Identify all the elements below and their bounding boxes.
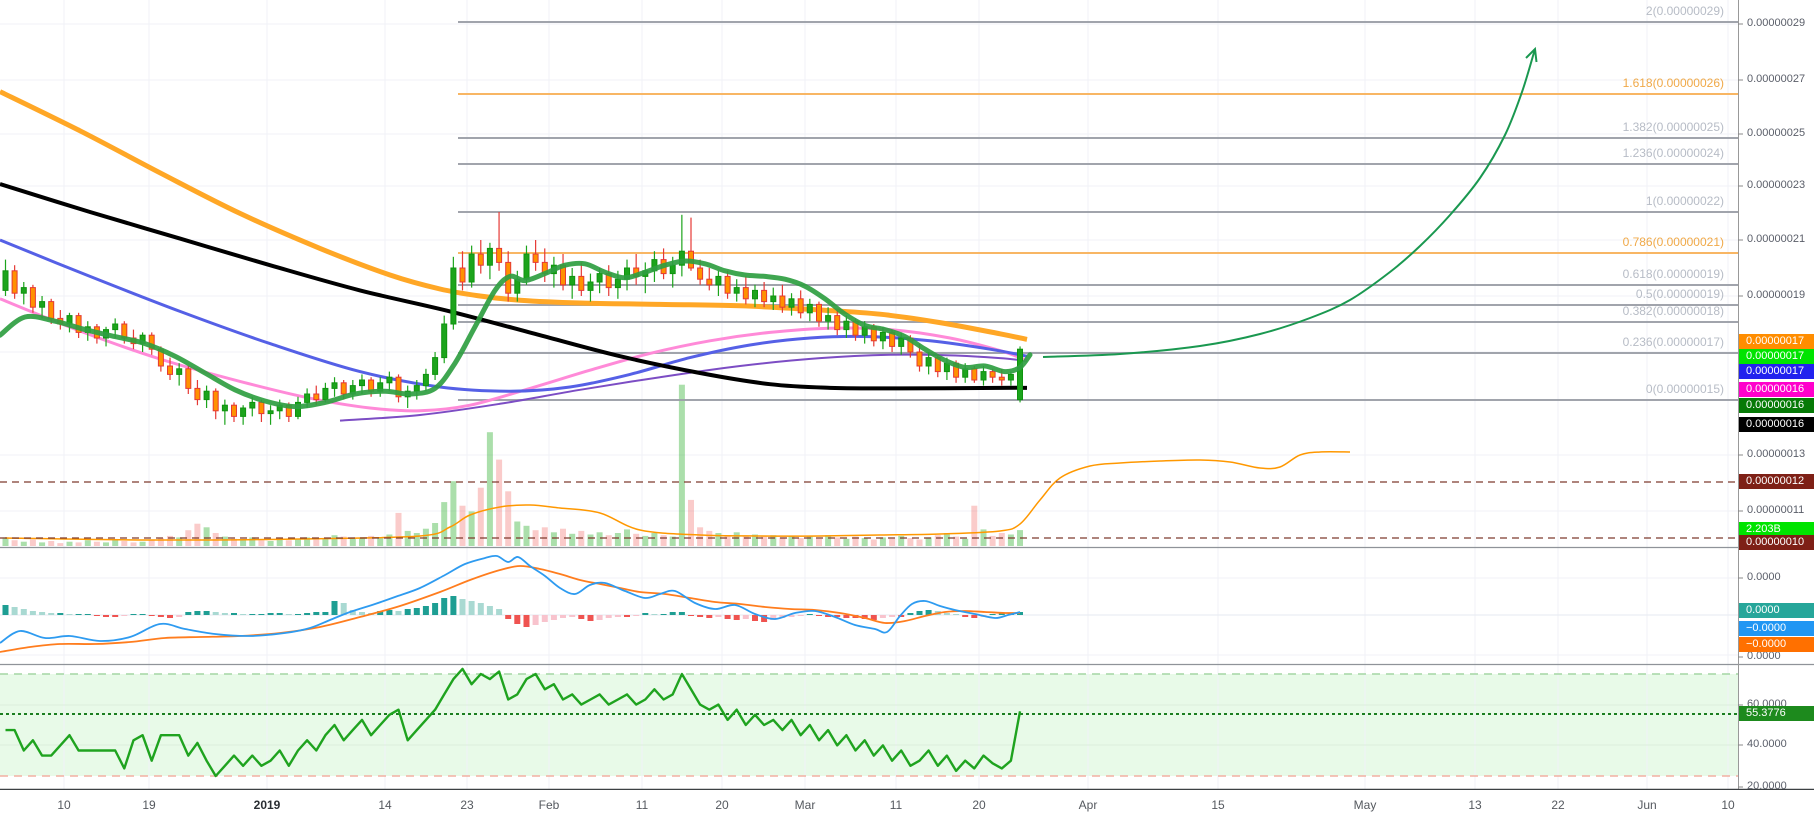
- macd-layer: [0, 554, 1738, 653]
- ema-green-layer: [0, 258, 1033, 410]
- price-badge: 0.00000017: [1739, 364, 1814, 379]
- price-axis-label: 0.00000019: [1747, 289, 1806, 301]
- time-axis-label: 10: [57, 798, 71, 812]
- time-axis-label: 14: [378, 798, 392, 812]
- time-axis-label: Jun: [1637, 798, 1657, 812]
- price-axis-label: 0.00000013: [1747, 448, 1806, 460]
- price-axis-label: 0.00000027: [1747, 73, 1806, 85]
- macd-signal-line: [0, 565, 1021, 653]
- time-axis-label: May: [1353, 798, 1377, 812]
- time-axis-label: 13: [1468, 798, 1482, 812]
- ma-black: [0, 182, 1028, 391]
- time-axis-label: 20: [715, 798, 729, 812]
- price-axis-label: 0.00000021: [1747, 233, 1806, 245]
- candles-layer: [2, 212, 1023, 425]
- price-badge: 0.00000016: [1739, 417, 1814, 432]
- price-axis-label: 0.0000: [1747, 650, 1781, 662]
- gridlines: [0, 0, 1738, 789]
- ma-violet: [339, 353, 1028, 422]
- time-axis-label: 22: [1551, 798, 1565, 812]
- time-axis[interactable]: 10 19 2019 14 23 Feb 11 20 Mar 11 20 Apr 15 May 13 22 Ju…: [0, 790, 1814, 817]
- price-axis-label: 40.0000: [1747, 738, 1787, 750]
- price-badge: 0.00000017: [1739, 334, 1814, 349]
- volume-ma-line: [4, 451, 1351, 541]
- ema-green: [0, 258, 1033, 410]
- price-badge: 55.3776: [1739, 706, 1814, 721]
- rsi-line: [5, 667, 1022, 778]
- price-axis-label: 0.0000: [1747, 571, 1781, 583]
- alert-lines: [0, 481, 1738, 539]
- time-axis-label: 11: [635, 798, 649, 812]
- price-badge: 0.00000012: [1739, 474, 1814, 489]
- projection-arrow: [1042, 46, 1538, 358]
- price-badge: 0.00000017: [1739, 349, 1814, 364]
- macd-line: [0, 554, 1021, 644]
- time-axis-label: 23: [460, 798, 474, 812]
- time-axis-label: 20: [972, 798, 986, 812]
- price-badge: 0.00000016: [1739, 398, 1814, 413]
- price-axis-label: 0.00000023: [1747, 179, 1806, 191]
- time-axis-label: Mar: [794, 798, 816, 812]
- rsi-band: [0, 674, 1738, 776]
- time-axis-label: 15: [1211, 798, 1225, 812]
- price-badge: −0.0000: [1739, 621, 1814, 636]
- rsi-layer: [0, 667, 1738, 778]
- price-axis-label: 0.00000029: [1747, 17, 1806, 29]
- ma-blue: [0, 238, 1028, 393]
- fibonacci-lines: [458, 21, 1738, 401]
- price-badge: 0.0000: [1739, 603, 1814, 618]
- price-axis[interactable]: 0.00000029 0.00000027 0.00000025 0.00000023…: [1738, 0, 1814, 792]
- price-badge: 0.00000010: [1739, 535, 1814, 550]
- time-axis-label: Apr: [1078, 798, 1098, 812]
- price-axis-label: 0.00000025: [1747, 127, 1806, 139]
- time-axis-label: 11: [889, 798, 903, 812]
- time-axis-label: 10: [1721, 798, 1735, 812]
- price-axis-label: 20.0000: [1747, 780, 1787, 792]
- volume-bars: [2, 384, 1023, 546]
- price-badge: 0.00000016: [1739, 382, 1814, 397]
- price-badge: 2.203B: [1739, 522, 1814, 537]
- time-axis-label: Feb: [538, 798, 560, 812]
- time-axis-label: 19: [142, 798, 156, 812]
- price-axis-label: 0.00000011: [1747, 504, 1805, 516]
- time-axis-label: 2019: [253, 798, 281, 812]
- price-badge: −0.0000: [1739, 637, 1814, 652]
